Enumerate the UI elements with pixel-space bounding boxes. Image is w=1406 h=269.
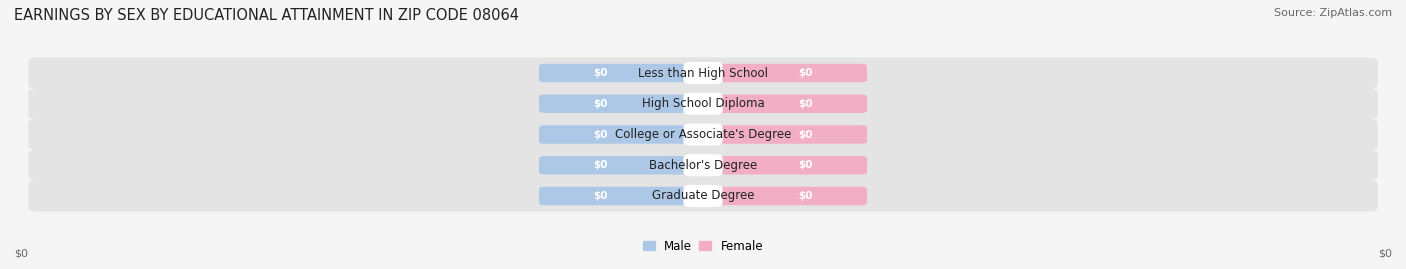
Text: $0: $0	[799, 129, 813, 140]
Text: Bachelor's Degree: Bachelor's Degree	[650, 159, 756, 172]
FancyBboxPatch shape	[28, 88, 1378, 119]
FancyBboxPatch shape	[538, 156, 699, 175]
Text: $0: $0	[14, 248, 28, 258]
FancyBboxPatch shape	[28, 57, 1378, 89]
Text: Graduate Degree: Graduate Degree	[652, 189, 754, 203]
FancyBboxPatch shape	[683, 93, 723, 115]
FancyBboxPatch shape	[707, 156, 868, 175]
FancyBboxPatch shape	[707, 187, 868, 205]
FancyBboxPatch shape	[538, 187, 699, 205]
Text: $0: $0	[593, 68, 607, 78]
Text: $0: $0	[799, 191, 813, 201]
FancyBboxPatch shape	[538, 94, 699, 113]
Text: College or Associate's Degree: College or Associate's Degree	[614, 128, 792, 141]
FancyBboxPatch shape	[28, 180, 1378, 212]
Text: $0: $0	[799, 99, 813, 109]
FancyBboxPatch shape	[683, 185, 723, 207]
Text: $0: $0	[593, 160, 607, 170]
Legend: Male, Female: Male, Female	[643, 240, 763, 253]
FancyBboxPatch shape	[683, 62, 723, 84]
Text: $0: $0	[593, 129, 607, 140]
Text: $0: $0	[593, 99, 607, 109]
Text: Less than High School: Less than High School	[638, 66, 768, 80]
FancyBboxPatch shape	[707, 125, 868, 144]
FancyBboxPatch shape	[707, 94, 868, 113]
FancyBboxPatch shape	[28, 150, 1378, 181]
FancyBboxPatch shape	[538, 125, 699, 144]
Text: High School Diploma: High School Diploma	[641, 97, 765, 110]
FancyBboxPatch shape	[28, 119, 1378, 150]
Text: $0: $0	[593, 191, 607, 201]
FancyBboxPatch shape	[683, 154, 723, 176]
Text: $0: $0	[1378, 248, 1392, 258]
Text: Source: ZipAtlas.com: Source: ZipAtlas.com	[1274, 8, 1392, 18]
FancyBboxPatch shape	[538, 64, 699, 82]
Text: $0: $0	[799, 160, 813, 170]
FancyBboxPatch shape	[683, 123, 723, 146]
Text: $0: $0	[799, 68, 813, 78]
FancyBboxPatch shape	[707, 64, 868, 82]
Text: EARNINGS BY SEX BY EDUCATIONAL ATTAINMENT IN ZIP CODE 08064: EARNINGS BY SEX BY EDUCATIONAL ATTAINMEN…	[14, 8, 519, 23]
